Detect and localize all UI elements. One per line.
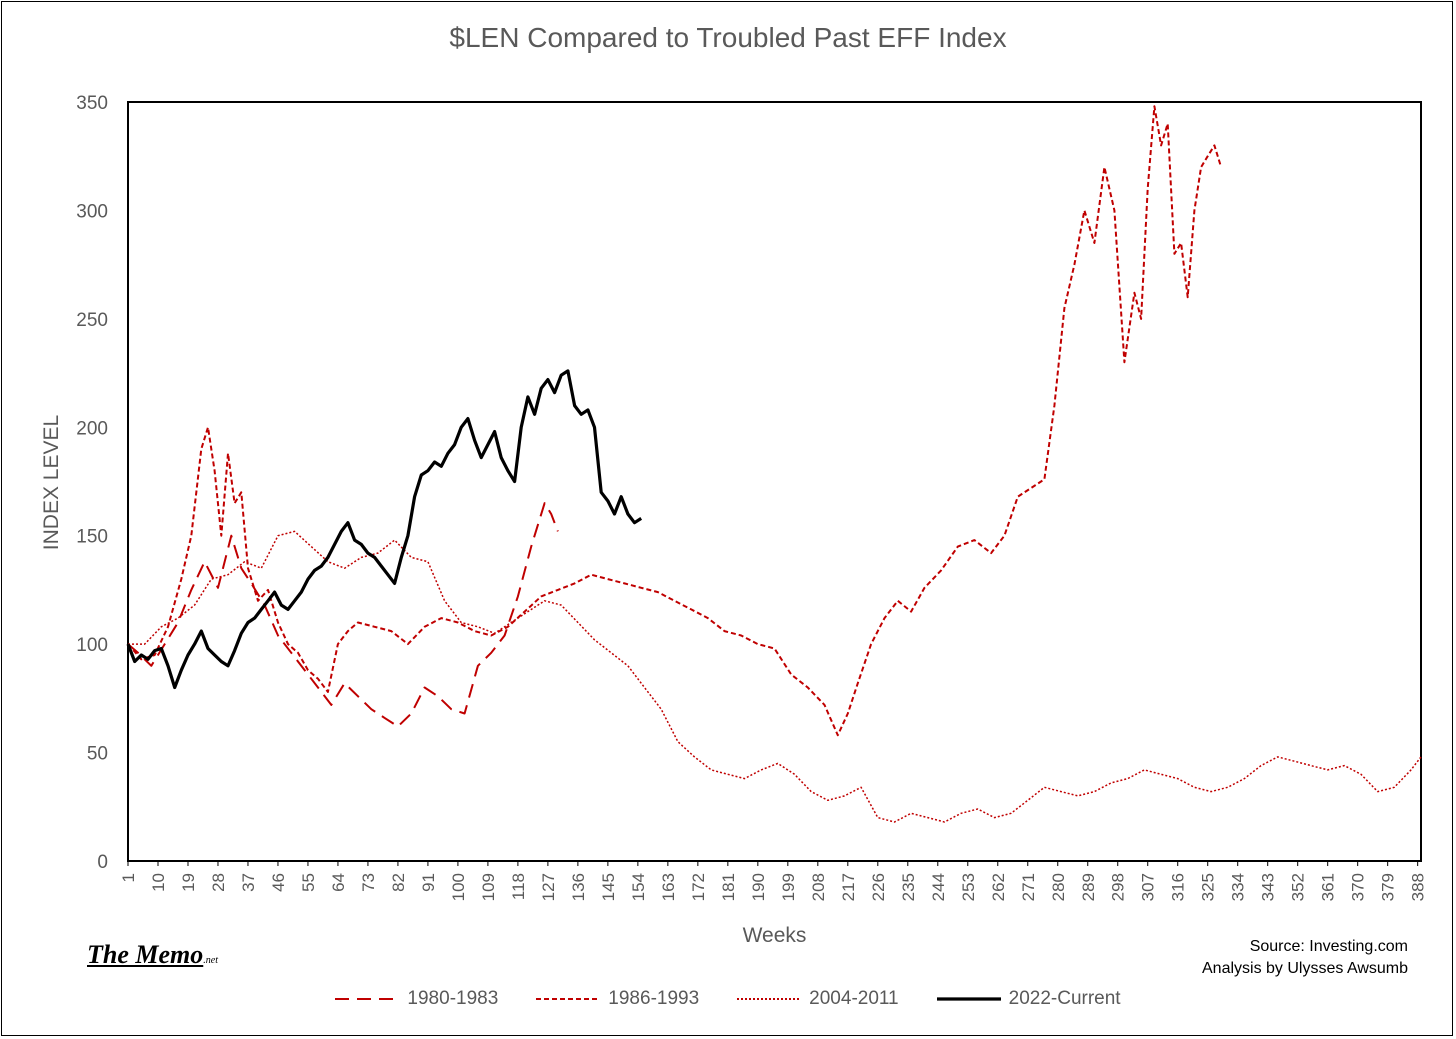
analysis-line: Analysis by Ulysses Awsumb xyxy=(1202,960,1408,977)
x-tick-label: 163 xyxy=(659,873,678,901)
x-tick-label: 388 xyxy=(1409,873,1428,901)
y-tick-label: 150 xyxy=(76,527,108,548)
series-line-2022-current xyxy=(126,369,643,690)
x-tick-label: 82 xyxy=(389,873,408,892)
x-tick-label: 361 xyxy=(1319,873,1338,901)
y-tick-label: 300 xyxy=(76,201,108,222)
x-tick-label: 181 xyxy=(719,873,738,901)
chart-title: $LEN Compared to Troubled Past EFF Index xyxy=(449,22,1007,53)
x-tick-label: 91 xyxy=(419,873,438,892)
y-tick-label: 350 xyxy=(76,93,108,114)
x-tick-label: 19 xyxy=(179,873,198,892)
x-tick-label: 64 xyxy=(329,873,348,892)
y-tick-label: 0 xyxy=(97,852,108,873)
x-tick-label: 136 xyxy=(569,873,588,901)
x-tick-label: 1 xyxy=(119,873,138,882)
x-tick-label: 280 xyxy=(1049,873,1068,901)
y-tick-label: 100 xyxy=(76,635,108,656)
axes-layer: 0 50 100 150 200 250 300 350 1 10 19 28 37 46 55 64 73 82… xyxy=(40,93,1428,947)
legend-label: 1980-1983 xyxy=(407,988,499,1009)
series-line-1980-1983 xyxy=(127,502,559,728)
x-tick-label: 307 xyxy=(1139,873,1158,901)
x-tick-label: 244 xyxy=(929,873,948,901)
x-tick-label: 208 xyxy=(809,873,828,901)
x-tick-label: 370 xyxy=(1349,873,1368,901)
legend-label: 2022-Current xyxy=(1008,988,1121,1009)
x-tick-label: 271 xyxy=(1019,873,1038,901)
series-line-2004-2011 xyxy=(128,530,1422,823)
source-line: Source: Investing.com xyxy=(1249,938,1408,955)
legend-label: 1986-1993 xyxy=(608,988,700,1009)
x-tick-label: 352 xyxy=(1289,873,1308,901)
x-tick-label: 145 xyxy=(599,873,618,901)
x-tick-label: 217 xyxy=(839,873,858,901)
y-tick-label: 250 xyxy=(76,310,108,331)
legend-swatch xyxy=(335,998,400,1000)
x-tick-label: 109 xyxy=(479,873,498,901)
x-tick-label: 118 xyxy=(509,873,528,900)
x-tick-label: 316 xyxy=(1169,873,1188,901)
x-tick-label: 172 xyxy=(689,873,708,901)
x-tick-label: 253 xyxy=(959,873,978,901)
x-tick-label: 235 xyxy=(899,873,918,901)
x-tick-label: 190 xyxy=(749,873,768,901)
brand-logo: The Memo.net xyxy=(87,940,218,969)
x-tick-label: 262 xyxy=(989,873,1008,901)
x-tick-label: 325 xyxy=(1199,873,1218,901)
chart-legend: 1980-1983 1986-1993 2004-2011 2022-Current xyxy=(0,988,1456,1010)
legend-swatch xyxy=(536,998,601,1000)
x-tick-label: 127 xyxy=(539,873,558,901)
source-note: Source: Investing.com Analysis by Ulysse… xyxy=(1202,936,1408,980)
x-tick-label: 55 xyxy=(299,873,318,892)
x-tick-label: 154 xyxy=(629,873,648,901)
x-tick-label: 199 xyxy=(779,873,798,901)
legend-item: 2004-2011 xyxy=(737,988,899,1010)
legend-item: 1986-1993 xyxy=(536,988,699,1010)
x-tick-label: 73 xyxy=(359,873,378,892)
legend-item: 2022-Current xyxy=(936,988,1121,1010)
x-axis-title: Weeks xyxy=(743,924,807,947)
legend-label: 2004-2011 xyxy=(809,988,899,1009)
y-tick-label: 50 xyxy=(87,744,108,765)
x-tick-label: 100 xyxy=(449,873,468,901)
plot-border xyxy=(127,101,1422,862)
x-tick-label: 10 xyxy=(149,873,168,892)
legend-swatch xyxy=(737,998,802,1000)
x-tick-label: 379 xyxy=(1379,873,1398,901)
series-line-1986-1993 xyxy=(127,105,1223,737)
series-layer xyxy=(126,105,1422,823)
y-axis-title: INDEX LEVEL xyxy=(40,415,63,550)
x-tick-label: 289 xyxy=(1079,873,1098,901)
y-tick-label: 200 xyxy=(76,418,108,439)
x-tick-label: 298 xyxy=(1109,873,1128,901)
x-tick-label: 226 xyxy=(869,873,888,901)
x-tick-label: 334 xyxy=(1229,873,1248,901)
x-tick-label: 28 xyxy=(209,873,228,892)
x-tick-label: 46 xyxy=(269,873,288,892)
legend-item: 1980-1983 xyxy=(335,988,498,1010)
x-tick-label: 37 xyxy=(239,873,258,892)
legend-swatch xyxy=(936,997,1001,1001)
x-tick-label: 343 xyxy=(1259,873,1278,901)
